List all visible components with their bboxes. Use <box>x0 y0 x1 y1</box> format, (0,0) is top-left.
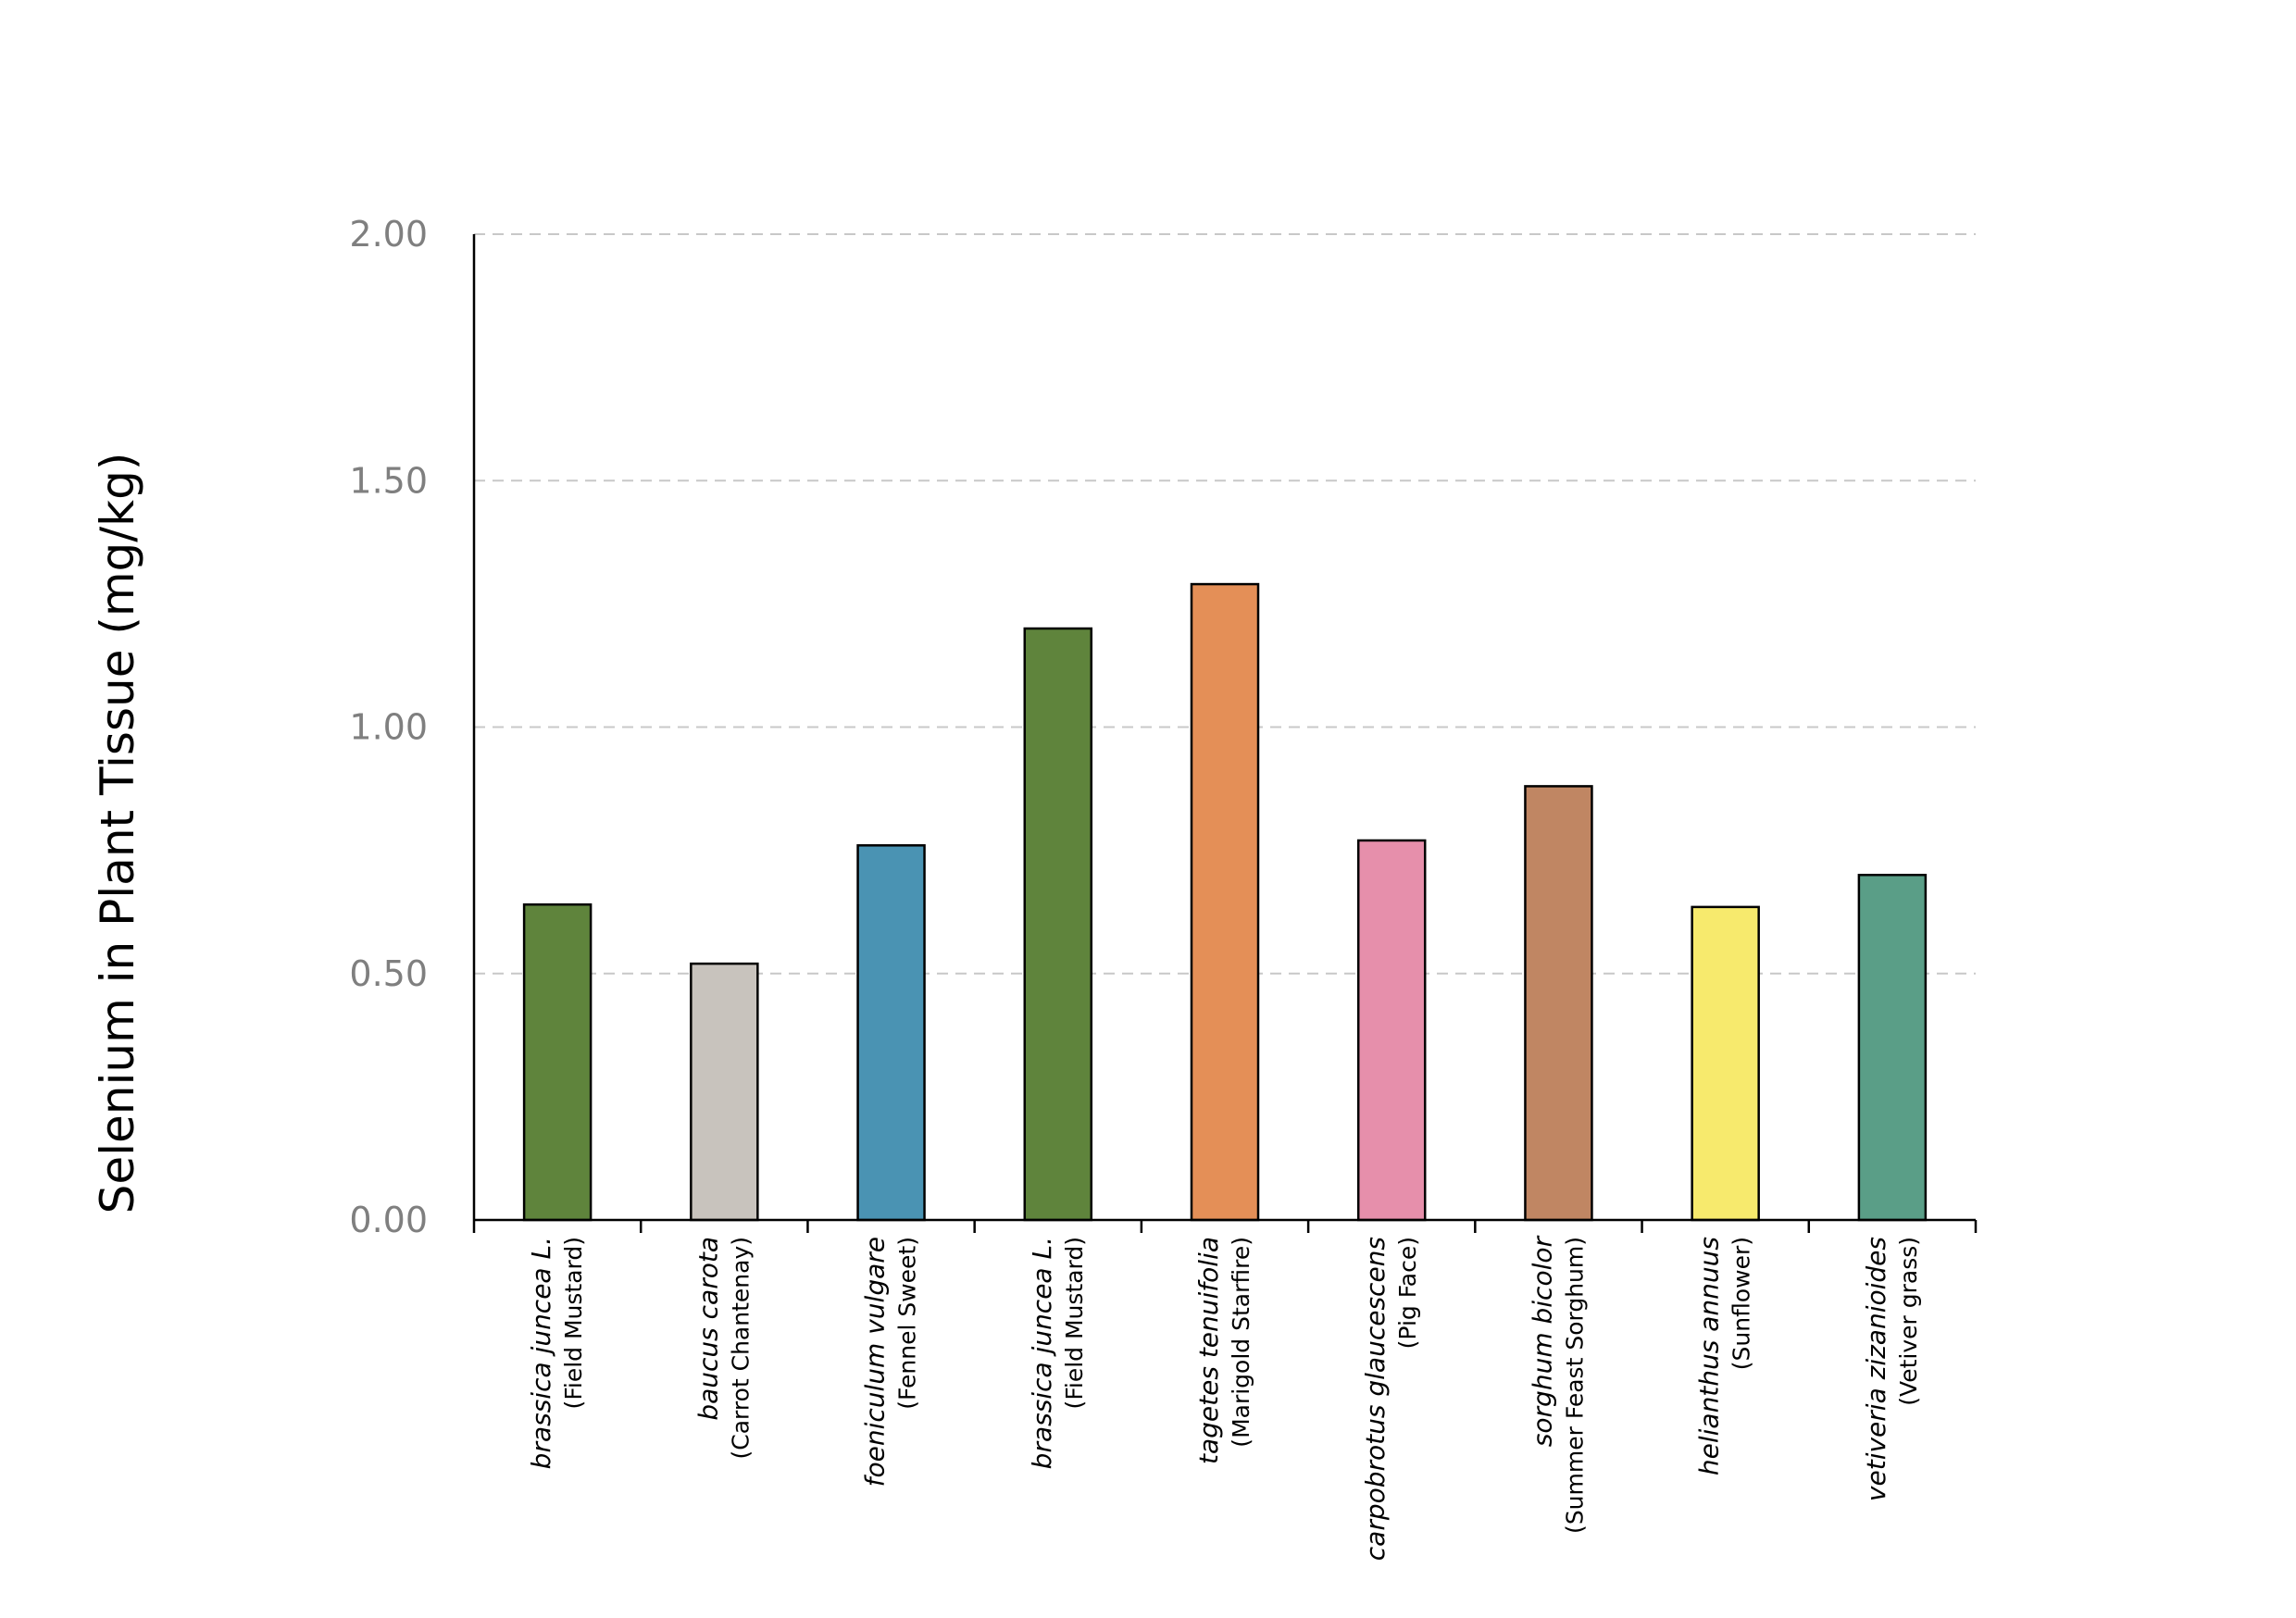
category-label: tagetes tenuifolia (Marigold Starfire) <box>1193 1237 1254 1464</box>
category-label: brassica juncea L. (Field Mustard) <box>526 1237 587 1469</box>
bar <box>522 902 593 1222</box>
category-common-name: (Marigold Starfire) <box>1228 1237 1254 1448</box>
bars <box>522 582 1928 1222</box>
y-tick-label: 0.00 <box>349 1200 428 1240</box>
category-label: vetiveria zizanioides (Vetiver grass) <box>1861 1237 1922 1501</box>
category-common-name: (Vetiver grass) <box>1895 1237 1922 1406</box>
bar <box>1524 785 1593 1222</box>
bar <box>856 844 926 1222</box>
category-scientific-name: sorghum bicolor <box>1527 1236 1557 1448</box>
bar <box>690 962 759 1222</box>
category-scientific-name: carpobrotus glaucescens <box>1360 1237 1391 1561</box>
category-scientific-name: foeniculum vulgare <box>860 1237 891 1487</box>
bar <box>1023 627 1093 1222</box>
x-axis-tick-labels: brassica juncea L. (Field Mustard) baucus … <box>526 1236 1922 1562</box>
category-label: brassica juncea L. (Field Mustard) <box>1027 1237 1088 1469</box>
bar <box>1691 905 1760 1222</box>
axes <box>472 234 1978 1233</box>
bar <box>1356 839 1427 1222</box>
y-tick-label: 1.00 <box>349 707 428 748</box>
category-scientific-name: vetiveria zizanioides <box>1861 1237 1891 1501</box>
category-scientific-name: helianthus annuus <box>1694 1237 1725 1475</box>
category-scientific-name: tagetes tenuifolia <box>1193 1237 1224 1464</box>
category-label: baucus carota (Carrot Chantenay) <box>693 1237 754 1460</box>
y-tick-label: 2.00 <box>349 214 428 255</box>
category-label: foeniculum vulgare (Fennel Sweet) <box>860 1237 921 1487</box>
bar <box>1857 874 1928 1222</box>
category-scientific-name: baucus carota <box>693 1237 723 1421</box>
y-tick-label: 0.50 <box>349 953 428 994</box>
category-label: helianthus annuus (Sunflower) <box>1694 1237 1755 1475</box>
category-common-name: (Sunflower) <box>1728 1237 1755 1370</box>
category-common-name: (Field Mustard) <box>560 1237 587 1409</box>
category-common-name: (Pig Face) <box>1394 1237 1421 1349</box>
category-scientific-name: brassica juncea L. <box>1027 1237 1057 1469</box>
y-tick-label: 1.50 <box>349 460 428 501</box>
bar <box>1190 582 1260 1222</box>
category-common-name: (Carrot Chantenay) <box>727 1237 754 1460</box>
category-common-name: (Field Mustard) <box>1061 1237 1088 1409</box>
y-axis-ticks: 0.00 0.50 1.00 1.50 2.00 <box>349 214 428 1240</box>
category-label: carpobrotus glaucescens (Pig Face) <box>1360 1237 1421 1561</box>
category-label: sorghum bicolor (Summer Feast Sorghum) <box>1527 1236 1588 1534</box>
y-axis-label: Selenium in Plant Tissue (mg/kg) <box>91 453 144 1214</box>
category-common-name: (Fennel Sweet) <box>894 1237 921 1410</box>
category-common-name: (Summer Feast Sorghum) <box>1561 1237 1588 1534</box>
category-scientific-name: brassica juncea L. <box>526 1237 556 1469</box>
